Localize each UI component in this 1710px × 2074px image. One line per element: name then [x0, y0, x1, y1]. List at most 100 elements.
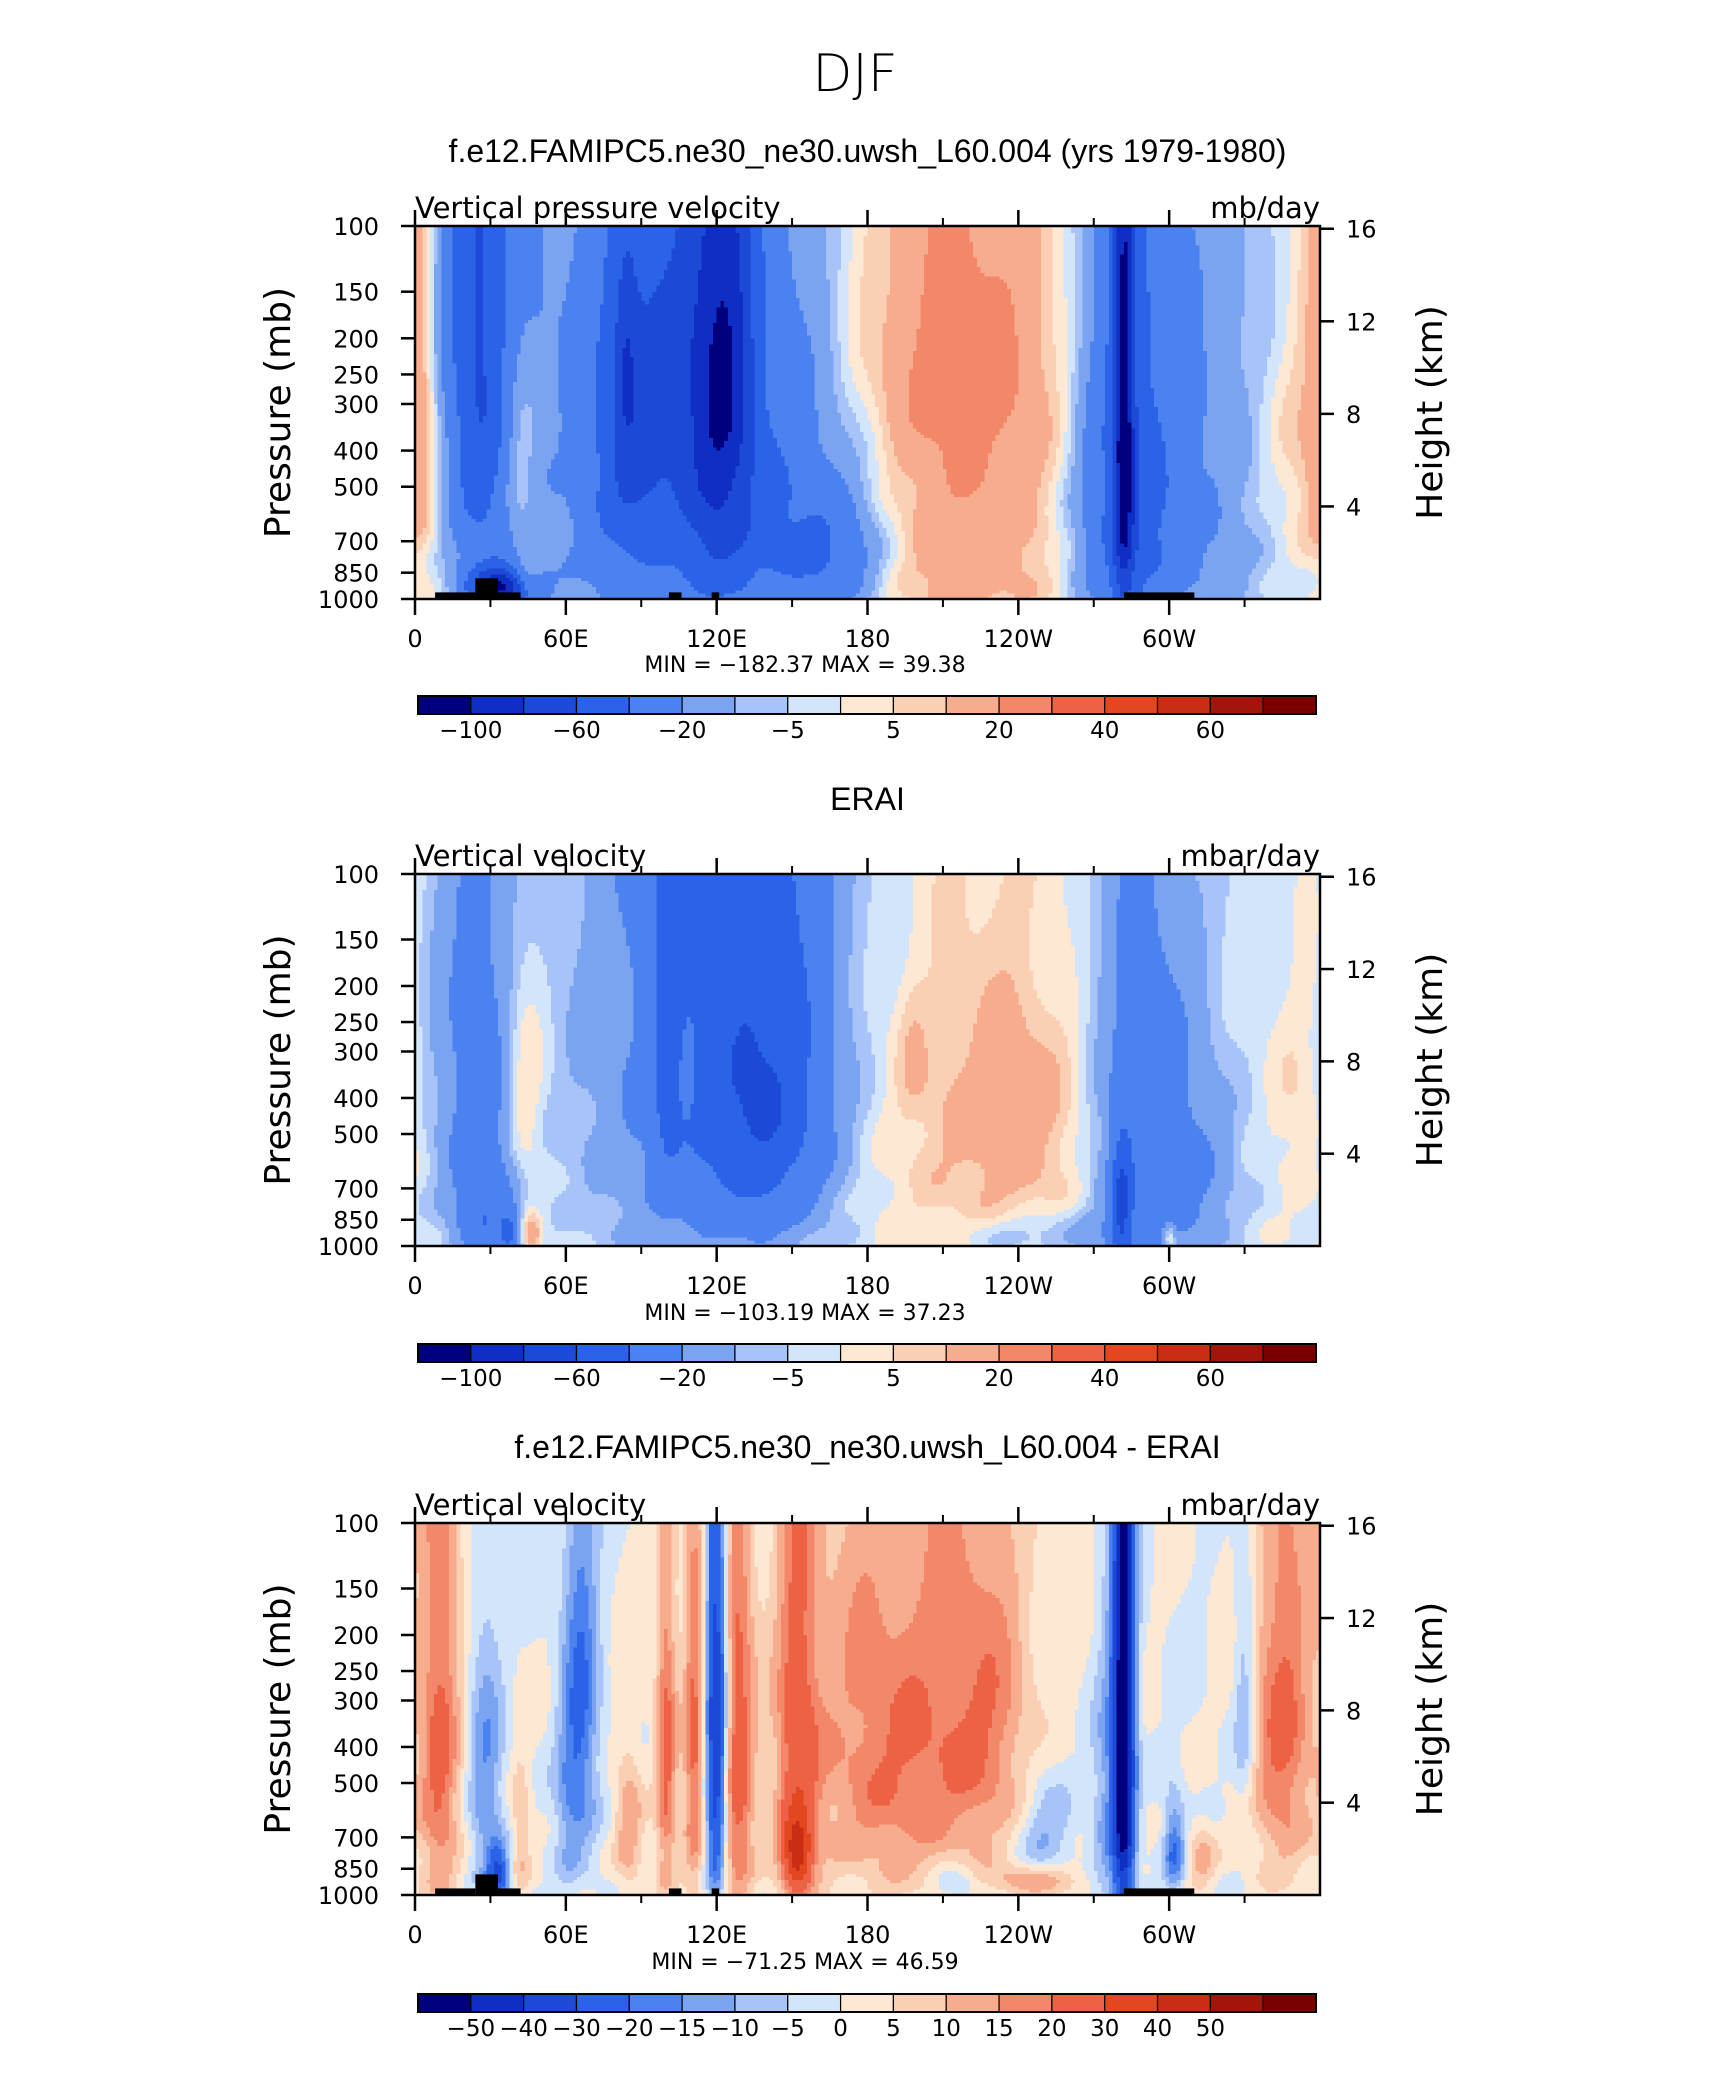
field-cell	[814, 396, 838, 401]
field-cell	[509, 577, 518, 581]
field-cell	[1301, 263, 1310, 268]
field-cell	[482, 341, 507, 345]
field-cell	[1067, 567, 1076, 572]
field-cell	[871, 384, 884, 389]
field-cell	[520, 502, 525, 507]
field-cell	[1135, 493, 1140, 498]
field-cell	[464, 586, 476, 591]
field-cell	[437, 378, 442, 383]
field-cell	[1116, 260, 1121, 264]
field-cell	[890, 434, 925, 438]
field-cell	[1161, 437, 1204, 442]
field-cell	[603, 288, 620, 292]
field-cell	[1259, 539, 1276, 544]
field-cell	[1297, 269, 1310, 274]
field-cell	[1203, 316, 1242, 320]
field-cell	[633, 356, 691, 361]
field-cell	[1259, 477, 1280, 482]
field-cell	[543, 269, 571, 274]
field-cell	[814, 381, 835, 386]
field-cell	[867, 502, 876, 507]
field-cell	[1131, 459, 1136, 463]
field-cell	[513, 418, 522, 423]
field-cell	[1086, 549, 1106, 553]
field-cell	[1093, 281, 1110, 286]
field-cell	[875, 396, 887, 401]
field-cell	[1135, 260, 1148, 264]
field-cell	[999, 428, 1053, 432]
field-cell	[1116, 518, 1121, 522]
field-cell	[1146, 278, 1204, 283]
field-cell	[743, 543, 831, 547]
field-cell	[596, 502, 680, 507]
field-cell	[829, 278, 838, 283]
field-cell	[1116, 567, 1136, 572]
field-cell	[441, 490, 450, 494]
field-cell	[422, 365, 427, 370]
field-cell	[1274, 549, 1287, 553]
field-cell	[505, 303, 544, 308]
field-cell	[735, 471, 755, 476]
field-cell	[1120, 281, 1129, 286]
field-cell	[1203, 319, 1242, 323]
field-cell	[878, 533, 887, 538]
field-cell	[1052, 437, 1061, 442]
field-cell	[452, 291, 476, 295]
field-cell	[1120, 564, 1129, 569]
field-cell	[1116, 406, 1121, 410]
field-cell	[1131, 530, 1140, 535]
field-cell	[1120, 275, 1129, 280]
field-cell	[863, 530, 880, 535]
field-cell	[690, 341, 714, 345]
field-cell	[875, 586, 880, 591]
field-cell	[1093, 309, 1110, 314]
field-cell	[475, 300, 484, 305]
field-cell	[426, 406, 431, 410]
field-cell	[415, 586, 435, 591]
field-cell	[614, 474, 699, 479]
field-cell	[1184, 589, 1246, 594]
field-cell	[1131, 344, 1136, 348]
field-cell	[1304, 325, 1321, 330]
field-cell	[1203, 434, 1253, 438]
field-cell	[731, 356, 744, 361]
field-cell	[754, 396, 767, 401]
field-cell	[724, 303, 744, 308]
field-cell	[494, 483, 507, 488]
field-cell	[433, 285, 442, 289]
field-cell	[415, 440, 427, 445]
field-cell	[675, 564, 827, 569]
field-cell	[426, 306, 431, 311]
field-cell	[1244, 297, 1276, 302]
field-cell	[1274, 468, 1295, 473]
field-cell	[637, 281, 661, 286]
field-cell	[452, 536, 514, 541]
field-cell	[614, 334, 695, 339]
field-cell	[754, 368, 767, 373]
field-cell	[1078, 378, 1091, 383]
field-cell	[848, 483, 865, 488]
field-cell	[596, 412, 616, 417]
field-cell	[875, 580, 884, 585]
field-cell	[859, 344, 884, 348]
field-cell	[614, 412, 623, 417]
field-cell	[467, 589, 476, 594]
field-cell	[1074, 428, 1084, 432]
field-cell	[1259, 487, 1283, 491]
field-cell	[633, 384, 691, 389]
field-cell	[976, 487, 1038, 491]
field-cell	[1112, 362, 1117, 367]
field-cell	[422, 543, 431, 547]
field-cell	[452, 263, 476, 268]
field-cell	[1112, 396, 1117, 401]
field-cell	[773, 434, 820, 438]
field-cell	[694, 331, 714, 336]
field-cell	[875, 403, 887, 407]
field-cell	[924, 275, 1001, 280]
field-cell	[912, 530, 1035, 535]
field-cell	[1304, 375, 1321, 379]
field-cell	[1240, 328, 1276, 333]
field-cell	[482, 291, 507, 295]
field-cell	[1263, 574, 1317, 578]
field-cell	[441, 415, 446, 420]
